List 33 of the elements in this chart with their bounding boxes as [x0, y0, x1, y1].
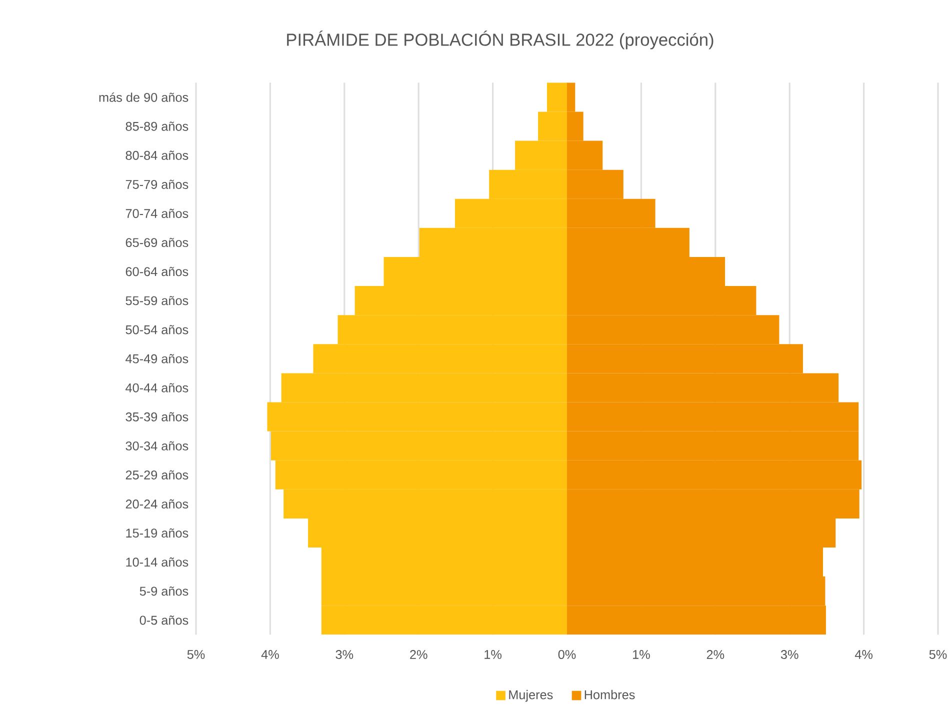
- y-tick-label: 35-39 años: [126, 412, 188, 422]
- x-tick-label: 4%: [854, 650, 873, 659]
- y-tick-label: 85-89 años: [126, 122, 188, 131]
- y-tick-label: 0-5 años: [140, 616, 188, 625]
- y-tick-label: 15-19 años: [126, 528, 188, 538]
- y-tick-label: 75-79 años: [126, 180, 188, 189]
- chart-title: PIRÁMIDE DE POBLACIÓN BRASIL 2022 (proyección): [287, 30, 714, 50]
- y-tick-label: 50-54 años: [126, 324, 188, 334]
- x-tick-label: 5%: [929, 650, 947, 659]
- y-tick-label: 80-84 años: [126, 150, 188, 160]
- x-tick-label: 0%: [558, 650, 576, 660]
- x-tick-label: 3%: [780, 650, 798, 660]
- x-tick-label: 1%: [484, 650, 502, 659]
- y-tick-label: 65-69 años: [126, 238, 188, 248]
- x-tick-label: 1%: [633, 650, 650, 659]
- legend-label: Mujeres: [509, 690, 553, 702]
- y-tick-label: 70-74 años: [126, 208, 188, 218]
- x-tick-label: 2%: [410, 650, 428, 659]
- y-tick-label: más de 90 años: [99, 92, 188, 102]
- y-tick-label: 10-14 años: [126, 557, 188, 567]
- x-tick-label: 4%: [261, 650, 279, 659]
- x-tick-label: 2%: [706, 650, 724, 659]
- y-tick-label: 5-9 años: [140, 586, 188, 596]
- y-tick-label: 60-64 años: [126, 266, 188, 276]
- y-tick-label: 55-59 años: [126, 296, 188, 306]
- x-tick-label: 3%: [336, 650, 354, 660]
- y-tick-label: 45-49 años: [126, 354, 188, 364]
- y-tick-label: 40-44 años: [126, 383, 188, 392]
- legend-label: Hombres: [584, 690, 635, 700]
- y-tick-label: 20-24 años: [126, 499, 188, 509]
- y-tick-label: 25-29 años: [126, 470, 188, 480]
- y-tick-label: 30-34 años: [126, 441, 188, 450]
- x-tick-label: 5%: [187, 650, 205, 659]
